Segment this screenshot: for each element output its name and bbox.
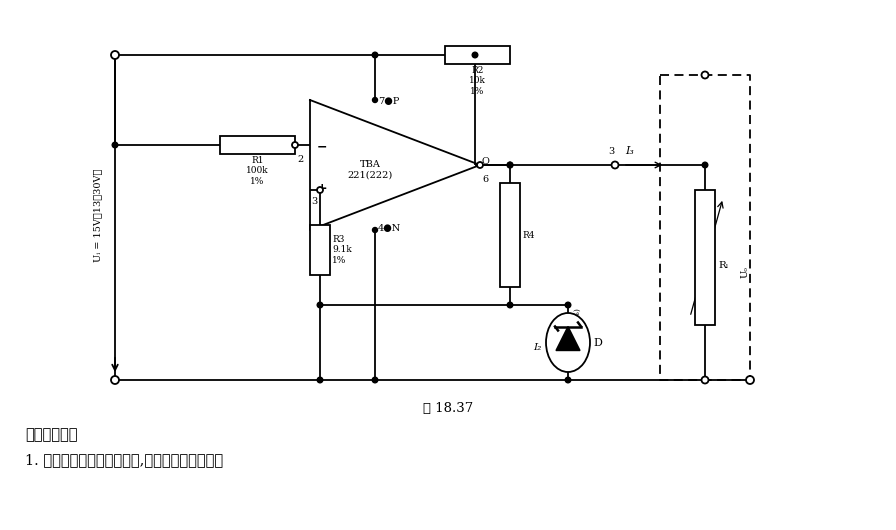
Circle shape — [373, 98, 377, 102]
Circle shape — [111, 51, 119, 59]
Circle shape — [317, 302, 323, 308]
Polygon shape — [556, 326, 580, 350]
Text: 4●N: 4●N — [378, 224, 401, 233]
Text: 3: 3 — [311, 198, 317, 207]
Text: 2: 2 — [297, 155, 303, 163]
Bar — [445, 46, 510, 64]
Circle shape — [112, 142, 117, 148]
Text: Q: Q — [482, 156, 490, 165]
Text: 1. 运算放大器不会产生漂移,稳压管有温度补偿；: 1. 运算放大器不会产生漂移,稳压管有温度补偿； — [25, 453, 223, 467]
Text: +: + — [316, 181, 327, 195]
Bar — [220, 136, 295, 154]
Text: 6: 6 — [482, 174, 488, 183]
Circle shape — [111, 376, 119, 384]
Text: D: D — [593, 338, 602, 348]
Circle shape — [292, 142, 298, 148]
Text: (U₂=U₀±5%): (U₂=U₀±5%) — [573, 307, 581, 357]
Circle shape — [372, 377, 378, 383]
Text: R3
9.1k
1%: R3 9.1k 1% — [332, 235, 352, 265]
Text: I₃: I₃ — [625, 146, 633, 156]
Circle shape — [565, 377, 571, 383]
Circle shape — [746, 376, 754, 384]
Circle shape — [317, 187, 323, 193]
Bar — [695, 190, 715, 325]
Circle shape — [702, 376, 709, 384]
Text: −: − — [317, 140, 327, 154]
Text: 7●P: 7●P — [378, 97, 400, 106]
Text: I₂: I₂ — [533, 343, 541, 352]
Text: Uₒ: Uₒ — [740, 267, 749, 278]
Circle shape — [507, 162, 513, 168]
Circle shape — [507, 302, 513, 308]
Circle shape — [702, 72, 709, 78]
Circle shape — [317, 377, 323, 383]
Circle shape — [373, 227, 377, 233]
Text: R2
10k
1%: R2 10k 1% — [470, 66, 486, 96]
Text: Uᵢ = 15V（13～30V）: Uᵢ = 15V（13～30V） — [93, 169, 102, 262]
Bar — [310, 225, 330, 275]
Text: 该电路特点：: 该电路特点： — [25, 428, 77, 442]
Text: R4: R4 — [522, 231, 535, 240]
Text: Rₗ: Rₗ — [718, 261, 728, 270]
Circle shape — [477, 162, 483, 168]
Circle shape — [611, 162, 618, 169]
Circle shape — [702, 377, 708, 383]
Text: 3: 3 — [607, 146, 614, 155]
Bar — [500, 183, 520, 287]
Circle shape — [507, 162, 513, 168]
Text: R1
100k
1%: R1 100k 1% — [246, 156, 269, 186]
Text: 图 18.37: 图 18.37 — [423, 402, 473, 414]
Circle shape — [372, 52, 378, 58]
Text: TBA
221(222): TBA 221(222) — [348, 160, 392, 180]
Ellipse shape — [546, 313, 590, 372]
Circle shape — [702, 162, 708, 168]
Circle shape — [472, 52, 478, 58]
Circle shape — [565, 302, 571, 308]
